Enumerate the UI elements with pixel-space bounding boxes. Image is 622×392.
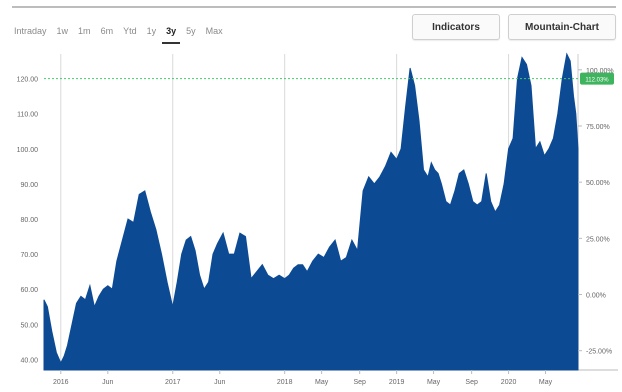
y-tick-label: 100.00 — [17, 147, 39, 154]
y2-tick-label: 25.00% — [586, 236, 610, 243]
y-tick-label: 40.00 — [20, 357, 38, 364]
y-tick-label: 120.00 — [17, 77, 39, 84]
x-tick-label: May — [427, 379, 441, 386]
x-tick-label: May — [315, 379, 329, 386]
range-selector: Intraday 1w 1m 6m Ytd 1y 3y 5y Max — [14, 26, 233, 44]
y-tick-label: 60.00 — [20, 287, 38, 294]
x-tick-label: 2019 — [389, 379, 405, 386]
x-tick-label: Sep — [353, 379, 366, 386]
toolbar-divider — [12, 6, 616, 8]
x-tick-label: 2016 — [53, 379, 69, 386]
price-chart[interactable]: 112.03% 40.00 50.00 60.00 70.00 80.00 90.00 100… — [0, 46, 622, 392]
y-tick-label: 50.00 — [20, 322, 38, 329]
y-tick-label: 80.00 — [20, 217, 38, 224]
range-intraday[interactable]: Intraday — [14, 26, 47, 36]
x-tick-label: 2020 — [501, 379, 517, 386]
range-3y[interactable]: 3y — [162, 26, 186, 44]
chart-toolbar: Intraday 1w 1m 6m Ytd 1y 3y 5y Max Indic… — [0, 0, 622, 44]
range-max[interactable]: Max — [205, 26, 223, 36]
range-1y[interactable]: 1y — [146, 26, 157, 36]
y2-tick-label: 0.00% — [586, 293, 606, 300]
range-6m[interactable]: 6m — [100, 26, 114, 36]
range-1m[interactable]: 1m — [78, 26, 91, 36]
y2-tick-label: 75.00% — [586, 124, 610, 131]
range-5y[interactable]: 5y — [186, 26, 196, 36]
range-1w[interactable]: 1w — [56, 26, 69, 36]
indicators-button[interactable]: Indicators — [412, 14, 500, 40]
x-tick-label: 2018 — [277, 379, 293, 386]
y-tick-label: 70.00 — [20, 252, 38, 259]
range-ytd[interactable]: Ytd — [123, 26, 137, 36]
y2-tick-label: 100.00% — [586, 68, 614, 75]
price-area-series[interactable] — [43, 52, 579, 371]
x-tick-label: Jun — [102, 379, 113, 386]
y-tick-label: 90.00 — [20, 182, 38, 189]
x-tick-label: Sep — [465, 379, 478, 386]
x-tick-label: 2017 — [165, 379, 181, 386]
last-value-badge — [580, 72, 614, 85]
y2-tick-label: -25.00% — [586, 349, 612, 356]
y-tick-label: 110.00 — [17, 112, 38, 119]
mountain-chart-button[interactable]: Mountain-Chart — [508, 14, 616, 40]
x-tick-label: Jun — [214, 379, 225, 386]
x-tick-label: May — [539, 379, 553, 386]
y2-tick-label: 50.00% — [586, 180, 610, 187]
last-value-badge-label: 112.03% — [585, 78, 609, 84]
